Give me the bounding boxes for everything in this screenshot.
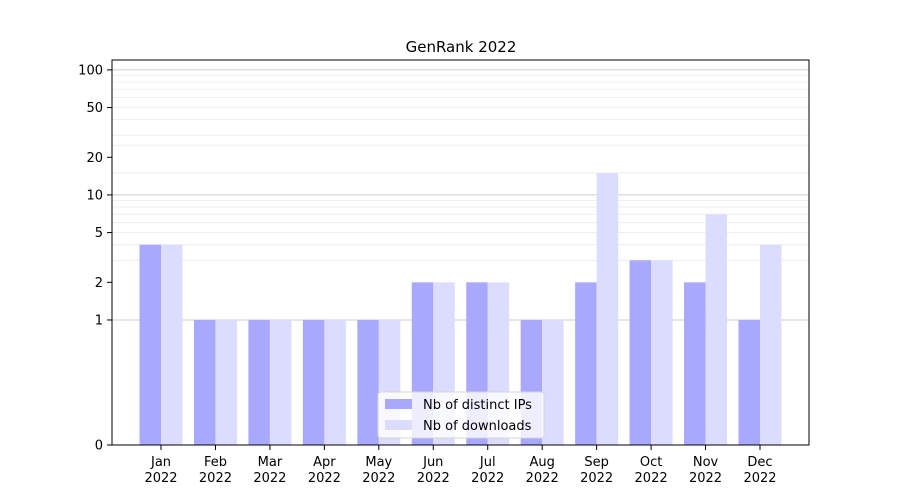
bar-distinct-ips xyxy=(139,244,162,445)
legend-label: Nb of distinct IPs xyxy=(423,398,532,413)
y-tick-label: 1 xyxy=(95,313,103,328)
x-tick-label: Mar 2022 xyxy=(253,455,286,486)
legend-box xyxy=(377,391,545,439)
y-tick-label: 100 xyxy=(78,63,103,78)
x-tick-label: Sep 2022 xyxy=(580,455,613,486)
y-tick-label: 50 xyxy=(86,101,103,116)
x-tick-label: Aug 2022 xyxy=(526,455,559,486)
bar-distinct-ips xyxy=(248,319,270,445)
x-tick-label: Nov 2022 xyxy=(689,455,722,486)
y-tick-label: 0 xyxy=(95,439,103,454)
grid xyxy=(112,69,809,321)
y-tick-label: 10 xyxy=(86,188,103,203)
bar-downloads xyxy=(542,319,564,445)
bar-downloads xyxy=(759,244,782,445)
legend-swatch xyxy=(385,399,412,409)
bar-distinct-ips xyxy=(629,260,652,445)
bar-downloads xyxy=(215,319,237,445)
bar-distinct-ips xyxy=(357,319,379,445)
x-tick-label: Apr 2022 xyxy=(308,455,341,486)
chart-title: GenRank 2022 xyxy=(406,38,517,56)
legend: Nb of distinct IPs Nb of downloads xyxy=(377,391,545,439)
y-tick-label: 2 xyxy=(95,276,103,291)
bar-distinct-ips xyxy=(684,282,706,445)
y-tick-label: 5 xyxy=(95,226,103,241)
bar-distinct-ips xyxy=(193,319,216,445)
x-tick-label: Feb 2022 xyxy=(199,455,232,486)
x-tick-label: Oct 2022 xyxy=(635,455,668,486)
y-tick-label: 20 xyxy=(86,151,103,166)
bar-downloads xyxy=(596,172,619,446)
bar-downloads xyxy=(269,319,292,445)
x-axis: Jan 2022 Feb 2022 Mar 2022 Apr 2022 May 2022 Jun 20… xyxy=(144,445,777,486)
bar-downloads xyxy=(651,260,673,445)
bar-downloads xyxy=(161,244,183,445)
x-tick-label: Jul 2022 xyxy=(471,455,504,486)
legend-label: Nb of downloads xyxy=(423,419,532,434)
x-tick-label: Jan 2022 xyxy=(144,455,177,486)
x-tick-label: Jun 2022 xyxy=(417,455,450,486)
bar-downloads xyxy=(705,214,728,445)
bar-distinct-ips xyxy=(575,282,597,445)
x-tick-label: Dec 2022 xyxy=(743,455,776,486)
bar-distinct-ips xyxy=(738,319,760,445)
x-tick-label: May 2022 xyxy=(362,455,395,486)
y-axis: 0 1 2 5 10 20 50 100 xyxy=(78,63,112,454)
bar-downloads xyxy=(324,319,346,445)
plot-frame xyxy=(111,59,810,446)
legend-swatch xyxy=(385,420,412,430)
bar-distinct-ips xyxy=(302,319,325,445)
